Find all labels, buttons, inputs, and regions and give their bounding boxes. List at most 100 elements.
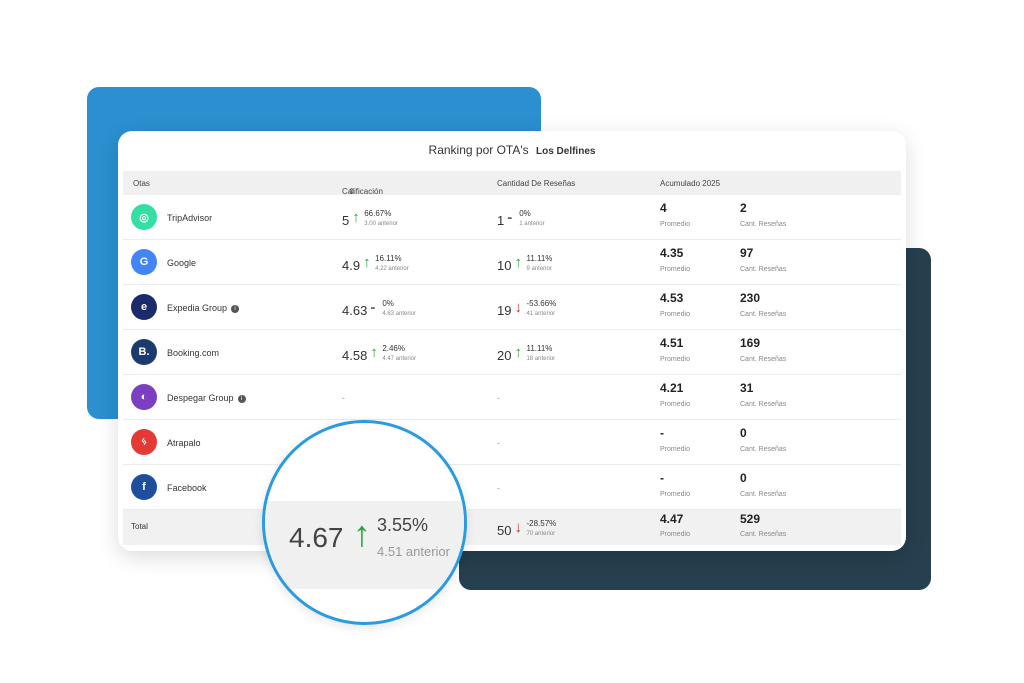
promedio-label: Promedio bbox=[660, 221, 690, 228]
promedio-label: Promedio bbox=[660, 266, 690, 273]
rating-change: 2.46% bbox=[382, 344, 405, 353]
despegar-icon: ◐ bbox=[131, 384, 157, 410]
info-icon[interactable]: i bbox=[237, 395, 246, 403]
cant-value: 31 bbox=[740, 381, 754, 395]
table-header: Otas Calificación ⇕ Cantidad De Reseñas A… bbox=[123, 171, 901, 196]
rating-previous: 4.47 anterior bbox=[382, 356, 417, 362]
reviews-value: - bbox=[497, 393, 500, 403]
reviews-value: - bbox=[497, 483, 500, 493]
reviews-value: - bbox=[497, 438, 500, 448]
cant-label: Cant. Reseñas bbox=[740, 401, 787, 408]
ota-name: Facebook bbox=[167, 483, 207, 493]
magnifier-rating: 4.67 bbox=[289, 522, 344, 553]
promedio-label: Promedio bbox=[660, 401, 690, 408]
reviews-trend-icon: ↑ bbox=[514, 254, 522, 271]
ota-name: Despegar Group i bbox=[167, 393, 246, 403]
cant-label: Cant. Reseñas bbox=[740, 491, 787, 498]
arrow-up-icon: ↑ bbox=[353, 513, 371, 554]
rating-value: - bbox=[342, 393, 345, 403]
cant-label: Cant. Reseñas bbox=[740, 266, 787, 273]
cant-value: 529 bbox=[740, 512, 761, 526]
cant-label: Cant. Reseñas bbox=[740, 446, 787, 453]
rating-value: 5 bbox=[342, 213, 350, 228]
facebook-icon: f bbox=[131, 474, 157, 500]
rating-trend-icon: ↑ bbox=[352, 209, 360, 226]
ota-name: Atrapalo bbox=[167, 438, 201, 448]
expedia-icon: e bbox=[131, 294, 157, 320]
reviews-previous: 1 anterior bbox=[519, 221, 545, 227]
reviews-trend-icon: ↑ bbox=[514, 344, 522, 361]
reviews-change: 0% bbox=[519, 209, 531, 218]
cant-value: 97 bbox=[740, 246, 754, 260]
rating-value: 4.9 bbox=[342, 258, 361, 273]
reviews-previous: 41 anterior bbox=[526, 311, 556, 317]
rating-trend-icon: - bbox=[370, 299, 376, 316]
tripadvisor-icon: ◎ bbox=[131, 204, 157, 230]
promedio-value: 4.51 bbox=[660, 336, 684, 350]
rating-value: 4.63 bbox=[342, 303, 368, 318]
promedio-value: - bbox=[660, 426, 664, 440]
ota-name: TripAdvisor bbox=[167, 213, 213, 223]
reviews-change: 11.11% bbox=[526, 254, 553, 263]
table-row[interactable]: ◐ Despegar Group i - - 4.21 Promedio 31 Cant. Re… bbox=[123, 375, 901, 420]
col-accumulated: Acumulado 2025 bbox=[660, 179, 721, 188]
hotel-name: Los Delfines bbox=[535, 146, 596, 157]
rating-change: 66.67% bbox=[364, 209, 392, 218]
rating-previous: 4.22 anterior bbox=[375, 266, 409, 272]
sort-icon[interactable]: ⇕ bbox=[348, 187, 355, 196]
promedio-value: - bbox=[660, 471, 664, 485]
cant-value: 0 bbox=[740, 426, 747, 440]
table-row[interactable]: e Expedia Group i 4.63-0% 4.63 anterior 19 ↓ -5… bbox=[123, 285, 901, 330]
col-rating-label: Calificación bbox=[342, 187, 383, 196]
cant-label: Cant. Reseñas bbox=[740, 311, 787, 318]
magnifier-band bbox=[265, 501, 464, 589]
reviews-value: 1 bbox=[497, 213, 505, 228]
rating-value: 4.58 bbox=[342, 348, 368, 363]
table-row[interactable]: B. Booking.com 4.58 ↑ 2.46% 4.47 anterior 20 ↑ 1… bbox=[123, 330, 901, 375]
google-icon: G bbox=[131, 249, 157, 275]
magnifier-prev: 4.51 anterior bbox=[377, 544, 450, 559]
promedio-label: Promedio bbox=[660, 446, 690, 453]
cant-value: 2 bbox=[740, 201, 747, 215]
reviews-trend-icon: ↓ bbox=[514, 519, 522, 536]
reviews-value: 19 bbox=[497, 303, 512, 318]
promedio-label: Promedio bbox=[660, 531, 690, 538]
cant-value: 0 bbox=[740, 471, 747, 485]
rating-trend-icon: ↑ bbox=[363, 254, 371, 271]
reviews-value: 50 bbox=[497, 523, 512, 538]
cant-label: Cant. Reseñas bbox=[740, 221, 787, 228]
cant-label: Cant. Reseñas bbox=[740, 531, 787, 538]
rating-trend-icon: ↑ bbox=[370, 344, 378, 361]
promedio-label: Promedio bbox=[660, 356, 690, 363]
card-title: Ranking por OTA's Los Delfines bbox=[118, 143, 906, 157]
reviews-value: 20 bbox=[497, 348, 512, 363]
ota-name: Google bbox=[167, 258, 197, 268]
promedio-label: Promedio bbox=[660, 311, 690, 318]
col-otas: Otas bbox=[133, 179, 150, 188]
col-reviews: Cantidad De Reseñas bbox=[497, 179, 576, 188]
table-row[interactable]: ◎ TripAdvisor 5 ↑ 66.67% 3.00 anterior 1-0% 1 a… bbox=[123, 195, 901, 240]
title-text: Ranking por OTA's bbox=[428, 143, 529, 157]
info-icon[interactable]: i bbox=[231, 305, 240, 313]
rating-previous: 4.63 anterior bbox=[382, 311, 417, 317]
promedio-value: 4.47 bbox=[660, 512, 684, 526]
booking-icon: B. bbox=[131, 339, 157, 365]
magnifier-callout: 4.67 ↑ 3.55% 4.51 anterior bbox=[262, 420, 467, 625]
rating-change: 16.11% bbox=[375, 254, 402, 263]
total-label: Total bbox=[131, 522, 148, 531]
promedio-value: 4.35 bbox=[660, 246, 684, 260]
reviews-previous: 9 anterior bbox=[526, 266, 552, 272]
cant-value: 230 bbox=[740, 291, 761, 305]
rating-change: 0% bbox=[382, 299, 394, 308]
table-row[interactable]: G Google 4.9 ↑ 16.11% 4.22 anterior 10 ↑ 11.11% 9… bbox=[123, 240, 901, 285]
ranking-card: Ranking por OTA's Los Delfines Otas Cali… bbox=[118, 131, 906, 551]
reviews-trend-icon: ↓ bbox=[514, 299, 522, 316]
promedio-value: 4.21 bbox=[660, 381, 684, 395]
reviews-previous: 18 anterior bbox=[526, 356, 556, 362]
ota-name: Booking.com bbox=[167, 348, 220, 358]
promedio-label: Promedio bbox=[660, 491, 690, 498]
rating-previous: 3.00 anterior bbox=[364, 221, 398, 227]
total-row: Total 50 ↓ -28.57% 70 anterior 4.47 Promedio 52… bbox=[123, 510, 901, 545]
